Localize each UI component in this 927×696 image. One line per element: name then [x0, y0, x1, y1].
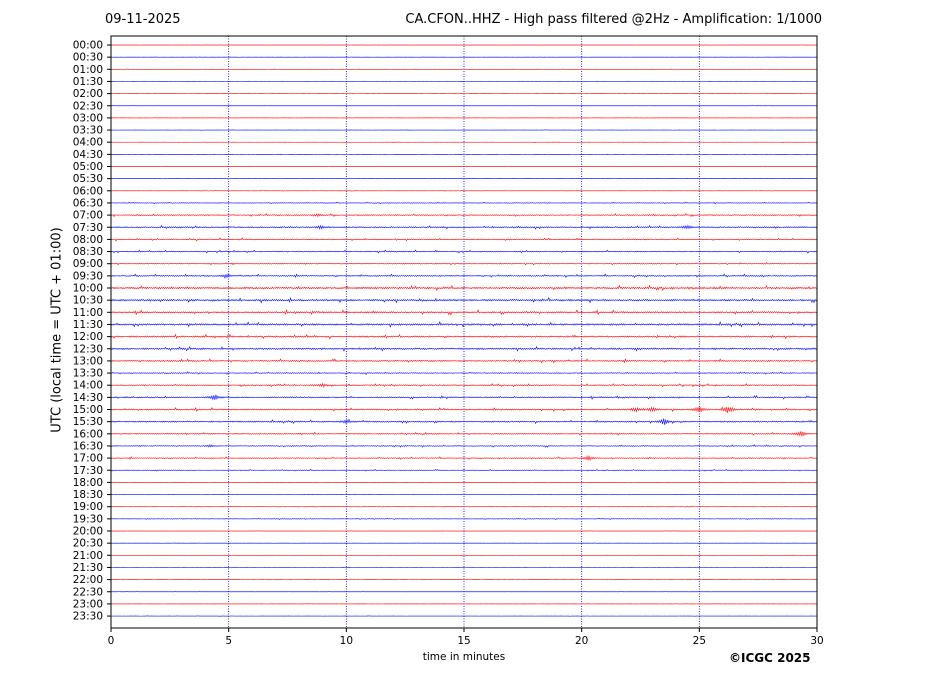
date-label: 09-11-2025 — [105, 12, 181, 27]
y-tick-label: 08:30 — [73, 246, 103, 258]
trace-1100 — [110, 308, 818, 316]
chart-title: CA.CFON..HHZ - High pass filtered @2Hz -… — [405, 12, 822, 27]
y-tick-label: 01:30 — [73, 76, 103, 88]
trace-1530 — [110, 418, 818, 425]
y-tick-label: 14:30 — [73, 392, 103, 404]
x-tick-label: 0 — [108, 635, 115, 647]
x-tick-label: 25 — [693, 635, 706, 647]
y-tick-label: 07:30 — [73, 222, 103, 234]
y-tick-label: 04:00 — [73, 137, 103, 149]
trace-rows — [110, 44, 818, 617]
trace-1400 — [110, 382, 818, 388]
trace-1330 — [110, 371, 818, 375]
trace-1500 — [110, 406, 818, 413]
y-tick-label: 16:00 — [73, 428, 103, 440]
grid-lines — [228, 36, 700, 628]
y-tick-label: 02:00 — [73, 88, 103, 100]
y-tick-label: 06:30 — [73, 197, 103, 209]
trace-0930 — [110, 273, 818, 280]
y-tick-label: 14:00 — [73, 380, 103, 392]
y-tick-label: 15:30 — [73, 416, 103, 428]
y-tick-label: 00:00 — [73, 40, 103, 52]
trace-1000 — [110, 284, 818, 292]
y-tick-label: 09:30 — [73, 270, 103, 282]
trace-1430 — [110, 394, 818, 401]
trace-0730 — [110, 224, 818, 230]
trace-1730 — [110, 468, 818, 472]
y-tick-label: 18:30 — [73, 489, 103, 501]
y-tick-label: 02:30 — [73, 100, 103, 112]
y-tick-label: 23:30 — [73, 611, 103, 623]
y-tick-label: 11:00 — [73, 307, 103, 319]
y-tick-label: 07:00 — [73, 210, 103, 222]
x-tick-label: 15 — [457, 635, 470, 647]
y-tick-label: 05:00 — [73, 161, 103, 173]
trace-0900 — [110, 262, 818, 266]
y-tick-label: 04:30 — [73, 149, 103, 161]
y-tick-label: 19:00 — [73, 501, 103, 513]
y-tick-label: 03:30 — [73, 125, 103, 137]
trace-1130 — [110, 320, 818, 328]
y-tick-label: 22:00 — [73, 574, 103, 586]
trace-1900 — [110, 505, 818, 508]
x-tick-label: 20 — [575, 635, 588, 647]
y-tick-label: 21:30 — [73, 562, 103, 574]
y-tick-label: 10:00 — [73, 283, 103, 295]
trace-0630 — [110, 201, 818, 205]
trace-0830 — [110, 249, 818, 254]
trace-1030 — [110, 296, 818, 304]
y-tick-label: 10:30 — [73, 295, 103, 307]
y-axis-label: UTC (local time = UTC + 01:00) — [49, 227, 65, 433]
y-tick-label: 05:30 — [73, 173, 103, 185]
copyright-label: ©ICGC 2025 — [729, 651, 811, 665]
x-tick-label: 30 — [810, 635, 823, 647]
y-tick-label: 09:00 — [73, 258, 103, 270]
y-tick-label: 01:00 — [73, 64, 103, 76]
trace-1300 — [110, 358, 818, 364]
trace-1630 — [110, 444, 818, 448]
y-tick-label: 16:30 — [73, 440, 103, 452]
y-tick-label: 22:30 — [73, 586, 103, 598]
y-tick-label: 13:00 — [73, 355, 103, 367]
y-tick-label: 06:00 — [73, 185, 103, 197]
x-tick-label: 10 — [340, 635, 353, 647]
trace-1230 — [110, 345, 818, 352]
y-tick-labels: 00:0000:3001:0001:3002:0002:3003:0003:30… — [73, 40, 111, 623]
y-tick-label: 20:30 — [73, 538, 103, 550]
x-ticks: 0 5 10 15 20 25 30 — [108, 628, 824, 647]
x-tick-label: 5 — [225, 635, 232, 647]
y-tick-label: 08:00 — [73, 234, 103, 246]
y-tick-label: 15:00 — [73, 404, 103, 416]
trace-1200 — [110, 333, 818, 340]
y-tick-label: 17:30 — [73, 465, 103, 477]
y-tick-label: 21:00 — [73, 550, 103, 562]
y-tick-label: 19:30 — [73, 513, 103, 525]
y-tick-label: 03:00 — [73, 112, 103, 124]
y-tick-label: 00:30 — [73, 52, 103, 64]
y-tick-label: 20:00 — [73, 526, 103, 538]
y-tick-label: 23:00 — [73, 598, 103, 610]
plot-frame — [110, 35, 818, 629]
y-tick-label: 12:30 — [73, 343, 103, 355]
y-tick-label: 17:00 — [73, 453, 103, 465]
trace-0600 — [110, 190, 818, 192]
trace-1930 — [110, 517, 818, 520]
trace-0800 — [110, 237, 818, 242]
trace-1600 — [110, 431, 818, 437]
y-tick-label: 18:00 — [73, 477, 103, 489]
trace-0700 — [110, 213, 818, 218]
y-tick-label: 12:00 — [73, 331, 103, 343]
x-axis-label: time in minutes — [422, 651, 506, 663]
y-tick-label: 13:30 — [73, 368, 103, 380]
y-tick-label: 11:30 — [73, 319, 103, 331]
trace-1700 — [110, 455, 818, 462]
